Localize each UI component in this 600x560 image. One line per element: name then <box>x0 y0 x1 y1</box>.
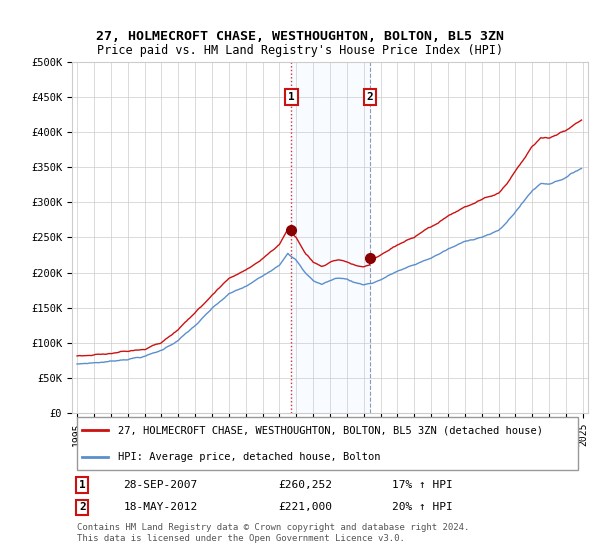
Text: £260,252: £260,252 <box>278 480 332 490</box>
FancyBboxPatch shape <box>77 417 578 470</box>
Text: HPI: Average price, detached house, Bolton: HPI: Average price, detached house, Bolt… <box>118 451 381 461</box>
Text: £221,000: £221,000 <box>278 502 332 512</box>
Text: 2: 2 <box>79 502 86 512</box>
Text: 1: 1 <box>79 480 86 490</box>
Bar <box>292 62 370 413</box>
Text: Contains HM Land Registry data © Crown copyright and database right 2024.
This d: Contains HM Land Registry data © Crown c… <box>77 523 470 543</box>
Text: 18-MAY-2012: 18-MAY-2012 <box>124 502 198 512</box>
Text: 28-SEP-2007: 28-SEP-2007 <box>124 480 198 490</box>
Text: 2: 2 <box>367 92 373 102</box>
Text: 20% ↑ HPI: 20% ↑ HPI <box>392 502 452 512</box>
Text: 17% ↑ HPI: 17% ↑ HPI <box>392 480 452 490</box>
Text: 1: 1 <box>288 92 295 102</box>
Text: 27, HOLMECROFT CHASE, WESTHOUGHTON, BOLTON, BL5 3ZN (detached house): 27, HOLMECROFT CHASE, WESTHOUGHTON, BOLT… <box>118 425 544 435</box>
Text: 27, HOLMECROFT CHASE, WESTHOUGHTON, BOLTON, BL5 3ZN: 27, HOLMECROFT CHASE, WESTHOUGHTON, BOLT… <box>96 30 504 43</box>
Text: Price paid vs. HM Land Registry's House Price Index (HPI): Price paid vs. HM Land Registry's House … <box>97 44 503 57</box>
